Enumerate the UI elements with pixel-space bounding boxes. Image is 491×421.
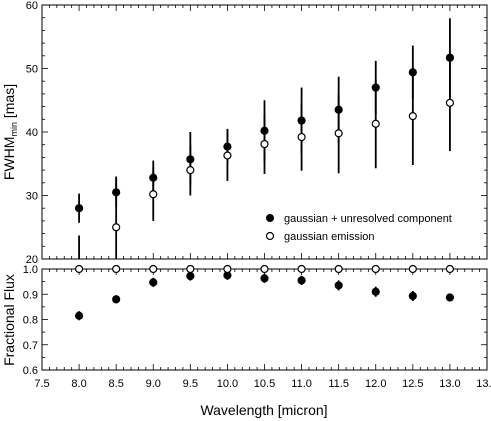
fwhm-y-axis-title-sub: min	[9, 122, 19, 137]
fwhm-point-gaussian	[186, 166, 195, 175]
flux-point-combined	[186, 271, 195, 281]
fractional-flux-panel: 0.6 0.7 0.8 0.9 1.0 7.5 8.0 8.5 9.0 9.5 10.0 10.5 1…	[1, 264, 491, 418]
fwhm-point-gaussian	[408, 112, 417, 121]
fwhm-point-gaussian	[371, 119, 380, 128]
fwhm-point-gaussian	[334, 129, 343, 138]
fwhm-y-tick-label: 30	[26, 191, 38, 203]
legend-label-gaussian: gaussian emission	[284, 231, 375, 243]
x-tick-label: 10.5	[254, 378, 275, 390]
flux-plot-frame	[41, 268, 488, 371]
flux-point-combined	[74, 311, 84, 320]
flux-point-combined	[297, 276, 306, 285]
x-tick-label: 8.5	[109, 378, 124, 390]
fwhm-point-gaussian	[297, 132, 306, 142]
flux-point-gaussian	[149, 264, 158, 274]
fwhm-point-gaussian	[445, 98, 455, 107]
flux-y-tick-label: 1.0	[23, 264, 38, 276]
x-tick-label: 12.5	[402, 378, 423, 390]
flux-y-tick-labels: 0.6 0.7 0.8 0.9 1.0	[23, 264, 38, 377]
flux-y-axis-title: Fractional Flux	[1, 274, 17, 366]
flux-point-gaussian	[297, 264, 306, 274]
flux-y-tick-label: 0.6	[23, 365, 38, 377]
flux-point-gaussian	[74, 264, 84, 274]
fwhm-point-combined	[74, 204, 84, 213]
x-axis-title: Wavelength [micron]	[200, 402, 327, 418]
flux-point-gaussian	[334, 264, 343, 274]
legend: gaussian + unresolved component gaussian…	[265, 213, 452, 243]
flux-point-gaussian	[371, 264, 380, 274]
flux-point-combined	[112, 295, 121, 304]
x-tick-label: 8.0	[71, 378, 86, 390]
flux-y-tick-label: 0.8	[23, 315, 38, 327]
legend-label-combined: gaussian + unresolved component	[284, 213, 452, 225]
flux-point-gaussian	[112, 264, 121, 274]
flux-point-combined	[260, 274, 269, 283]
flux-point-gaussian	[223, 264, 232, 274]
x-tick-labels: 7.5 8.0 8.5 9.0 9.5 10.0 10.5 11.0 11.5 12.0 12.5 1…	[34, 378, 491, 390]
legend-marker-filled	[266, 214, 274, 222]
fwhm-y-axis-title-unit: [mas]	[1, 84, 17, 122]
flux-point-gaussian	[408, 264, 417, 274]
flux-data-marks	[74, 264, 455, 321]
legend-marker-open	[265, 231, 275, 241]
fwhm-y-tick-label: 50	[26, 64, 38, 76]
x-tick-label: 10.0	[217, 378, 238, 390]
fwhm-y-axis-title-main: FWHM	[1, 137, 17, 181]
flux-point-gaussian	[260, 264, 269, 274]
fwhm-data-marks	[74, 18, 455, 259]
fwhm-y-axis-title: FWHMmin [mas]	[1, 84, 19, 180]
flux-point-combined	[149, 278, 158, 287]
fwhm-point-gaussian	[112, 223, 121, 232]
fwhm-point-gaussian	[149, 190, 158, 199]
flux-point-combined	[445, 293, 455, 302]
flux-point-combined	[334, 281, 343, 290]
fwhm-y-tick-label: 20	[26, 254, 38, 266]
fwhm-ticks	[41, 4, 488, 260]
fwhm-point-gaussian	[223, 151, 232, 160]
x-tick-label: 13.5	[476, 378, 491, 390]
x-tick-label: 13.0	[439, 378, 460, 390]
fwhm-panel: 20 30 40 50 60 FWHMmin [mas] gaussian + unre…	[1, 0, 488, 266]
x-tick-label: 11.0	[291, 378, 312, 390]
x-tick-label: 7.5	[34, 378, 49, 390]
flux-point-combined	[371, 287, 380, 296]
flux-point-gaussian	[445, 264, 455, 274]
flux-point-gaussian	[186, 264, 195, 274]
fwhm-point-gaussian	[260, 139, 269, 149]
x-tick-label: 9.5	[183, 378, 198, 390]
x-tick-label: 11.5	[328, 378, 349, 390]
fwhm-y-tick-label: 60	[26, 0, 38, 12]
flux-y-tick-label: 0.9	[23, 289, 38, 301]
flux-point-combined	[408, 291, 417, 301]
fwhm-y-tick-label: 40	[26, 127, 38, 139]
x-tick-label: 9.0	[146, 378, 161, 390]
x-tick-label: 12.0	[365, 378, 386, 390]
flux-ticks	[41, 268, 488, 371]
flux-y-tick-label: 0.7	[23, 340, 38, 352]
fwhm-y-tick-labels: 20 30 40 50 60	[26, 0, 38, 266]
